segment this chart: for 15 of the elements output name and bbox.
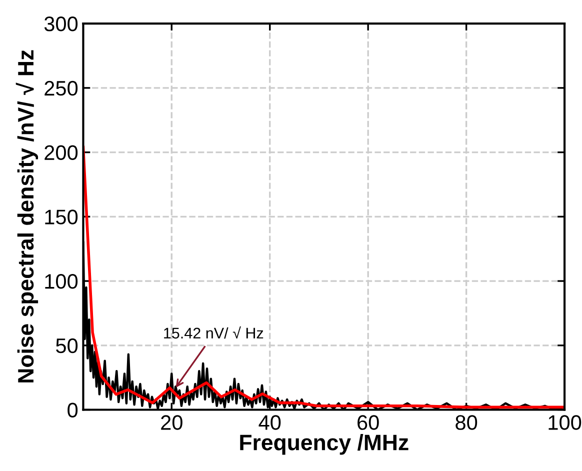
y-tick-label: 100 xyxy=(45,274,78,289)
y-tick-label: 300 xyxy=(44,16,78,32)
y-tick-label: 0 xyxy=(68,402,78,418)
x-tick-label: 20 xyxy=(161,415,182,430)
y-tick-label: 150 xyxy=(45,210,78,224)
x-tick-label: 80 xyxy=(456,415,478,430)
annotation: 15.42 nV/ √ Hz xyxy=(164,326,264,339)
x-tick-label: 40 xyxy=(258,415,281,430)
x-axis-title: Frequency /MHz xyxy=(240,434,408,455)
y-axis-title: Noise spectral density /nV/ √ Hz xyxy=(16,50,38,382)
x-tick-label: 100 xyxy=(548,415,582,430)
y-tick-label: 200 xyxy=(44,145,78,160)
y-tick-label: 250 xyxy=(44,80,78,96)
y-tick-label: 50 xyxy=(56,338,78,354)
x-tick-label: 60 xyxy=(358,415,379,430)
